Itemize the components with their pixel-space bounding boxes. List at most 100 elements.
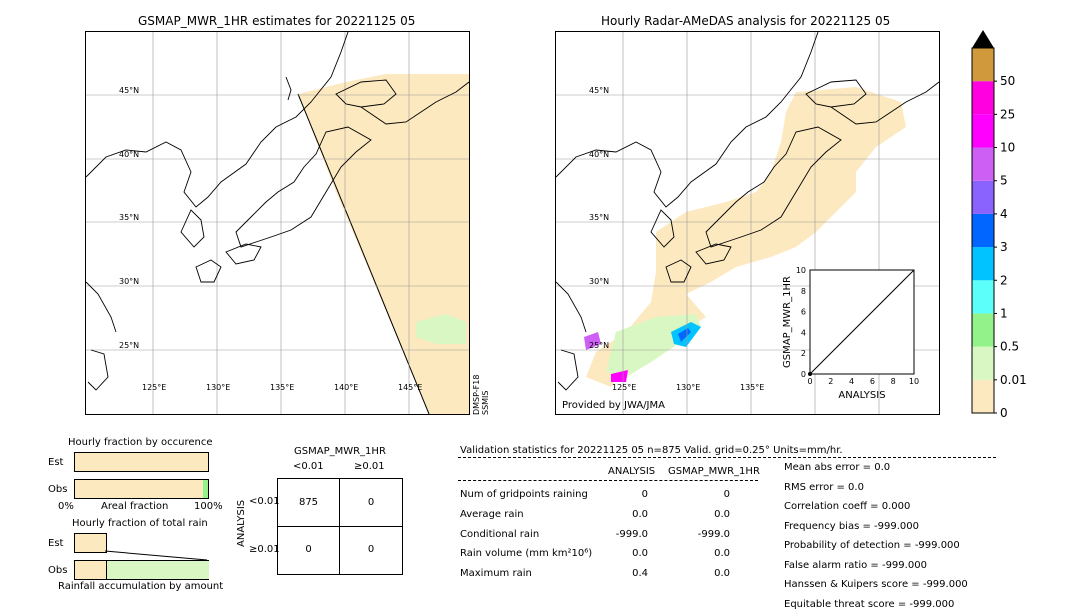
colorbar-swatch [972,213,994,248]
total-rain-title: Hourly fraction of total rain [72,518,208,529]
scatter-xtick: 8 [891,377,896,386]
total-rain-obs-bar [74,560,209,580]
scatter-ylabel: GSMAP_MWR_1HR [782,276,793,368]
scatter-ytick: 10 [796,266,806,275]
left-light-rain [416,314,466,344]
scatter-xtick: 0 [807,377,812,386]
validation-score: RMS error = 0.0 [784,481,864,493]
provider-credit: Provided by JWA/JMA [562,400,665,411]
colorbar-tick-label: 0.5 [1000,340,1019,354]
right-lat-35: 35°N [589,213,609,222]
validation-row-gsmap: 0.0 [714,509,730,520]
colorbar-extend-arrow [972,30,994,48]
left-swath-region [298,74,469,414]
validation-row-analysis: 0.0 [632,509,648,520]
validation-col-gsmap: GSMAP_MWR_1HR [668,466,760,477]
validation-row-analysis: 0 [641,489,648,500]
scatter-xlabel: ANALYSIS [838,390,885,401]
contingency-cell-00: 875 [298,497,319,508]
validation-row-gsmap: -999.0 [697,529,730,540]
validation-score: Probability of detection = -999.000 [784,540,960,551]
contingency-title: GSMAP_MWR_1HR [294,446,386,457]
colorbar-swatch [972,48,994,82]
total-rain-obs-label: Obs [48,565,68,576]
left-lat-25: 25°N [119,341,139,350]
scatter-xtick: 4 [849,377,854,386]
validation-row-label: Average rain [460,509,524,520]
colorbar-swatch [972,81,994,115]
occurrence-axis-right: 100% [194,501,223,512]
validation-row-analysis: 0.4 [632,568,648,579]
right-map-title: Hourly Radar-AMeDAS analysis for 2022112… [601,14,891,28]
scatter-xtick: 2 [828,377,833,386]
validation-col-analysis: ANALYSIS [608,466,656,477]
scatter-ytick: 4 [801,328,806,337]
validation-score: Correlation coeff = 0.000 [784,501,911,512]
validation-col-divider [458,480,758,481]
validation-divider [458,457,996,458]
left-lon-140: 140°E [334,383,358,392]
colorbar-swatch [972,346,994,380]
contingency-cell-10: 0 [305,544,312,555]
occurrence-obs-rain-fill [203,480,208,498]
colorbar-swatch [972,114,994,148]
left-map-title: GSMAP_MWR_1HR estimates for 20221125 05 [138,14,416,28]
left-lat-30: 30°N [119,277,139,286]
colorbar-swatch [972,313,994,347]
contingency-col2: ≥0.01 [354,461,385,472]
right-lon-130: 130°E [676,383,700,392]
validation-score: Frequency bias = -999.000 [784,520,919,532]
validation-score: Hanssen & Kuipers score = -999.000 [784,579,968,590]
colorbar-tick-label: 2 [1000,273,1008,287]
scatter-ytick: 8 [801,287,806,296]
colorbar-tick-label: 4 [1000,207,1008,221]
colorbar-tick-label: 0 [1000,406,1008,418]
occurrence-axis-left: 0% [58,501,74,512]
left-map-canvas: 45°N 40°N 35°N 30°N 25°N 125°E 130°E 135… [86,32,469,414]
total-rain-est-bar [74,533,107,553]
colorbar-swatch [972,379,994,413]
right-lon-135: 135°E [740,383,764,392]
total-rain-obs-light-fill [106,561,209,579]
left-lon-135: 135°E [270,383,294,392]
validation-row-label: Conditional rain [460,529,540,540]
validation-score: Mean abs error = 0.0 [784,462,891,473]
contingency-row-axis: ANALYSIS [236,499,247,547]
scatter-point [808,372,812,376]
occurrence-title: Hourly fraction by occurence [68,437,213,448]
colorbar-tick-label: 25 [1000,107,1015,121]
left-lon-145: 145°E [398,383,422,392]
right-lat-40: 40°N [589,150,609,159]
validation-row-analysis: 0.0 [632,548,648,559]
colorbar-tick-label: 50 [1000,74,1015,88]
contingency-row2: ≥0.01 [249,544,280,555]
colorbar-canvas: 0 0.01 0.5 1 2 3 4 5 10 25 50 [971,30,1027,420]
left-lon-130: 130°E [206,383,230,392]
validation-score: Equitable threat score = -999.000 [784,598,955,610]
scatter-xtick: 10 [909,377,919,386]
colorbar-tick-label: 5 [1000,174,1008,188]
colorbar-tick-label: 10 [1000,141,1015,155]
validation-score: False alarm ratio = -999.000 [784,559,927,571]
radar-coverage [586,87,906,387]
scatter-ytick: 2 [801,349,806,358]
scatter-ytick: 0 [801,370,806,379]
satellite-label: DMSP-F18 SSMIS [472,374,490,415]
scatter-xtick: 6 [870,377,875,386]
validation-row-label: Num of gridpoints raining [460,489,588,500]
left-lat-45: 45°N [119,86,139,95]
left-map: 45°N 40°N 35°N 30°N 25°N 125°E 130°E 135… [85,31,470,415]
occurrence-est-label: Est [48,457,64,468]
validation-header: Validation statistics for 20221125 05 n=… [460,445,843,456]
contingency-table: 875 0 0 0 [277,478,403,575]
right-lat-45: 45°N [589,86,609,95]
colorbar-swatch [972,280,994,314]
contingency-cell-01: 0 [367,497,375,508]
total-rain-footer: Rainfall accumulation by amount [58,581,224,592]
scatter-plot: 00 2 2 4 4 6 6 8 8 10 10 ANALYSIS GSMAP_MWR_1HR [782,266,919,401]
occurrence-axis-mid: Areal fraction [101,501,169,512]
colorbar-tick-label: 1 [1000,306,1008,320]
validation-row-label: Rain volume (mm km²10⁶) [460,548,593,559]
validation-row-gsmap: 0 [723,489,730,500]
colorbar-swatch [972,147,994,181]
